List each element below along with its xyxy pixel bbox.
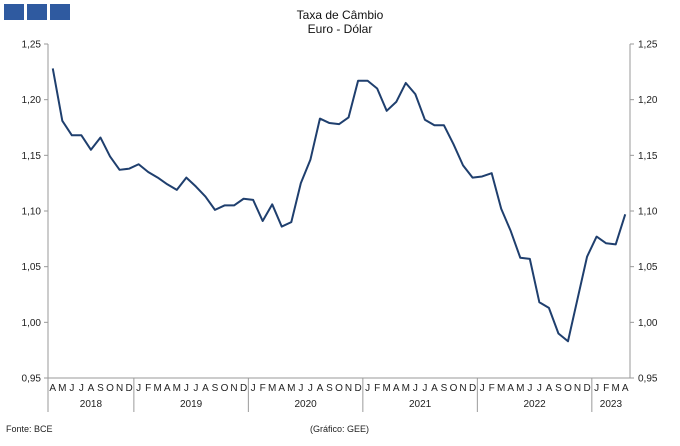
x-tick-label: F — [145, 383, 151, 394]
year-label: 2020 — [294, 399, 317, 410]
x-tick-label: J — [136, 383, 141, 394]
x-tick-label: A — [507, 383, 514, 394]
x-tick-label: J — [422, 383, 427, 394]
y-tick-label-right: 1,05 — [638, 262, 658, 273]
y-tick-label-left: 1,05 — [22, 262, 42, 273]
x-tick-label: J — [298, 383, 303, 394]
x-tick-label: M — [497, 383, 505, 394]
x-tick-label: J — [594, 383, 599, 394]
x-tick-label: M — [287, 383, 295, 394]
credit-note: (Gráfico: GEE) — [310, 424, 370, 434]
x-tick-label: M — [383, 383, 391, 394]
source-note: Fonte: BCE — [6, 424, 53, 434]
logo-square — [50, 4, 70, 20]
x-tick-label: A — [164, 383, 171, 394]
x-tick-label: S — [326, 383, 333, 394]
y-tick-label-right: 1,15 — [638, 151, 658, 162]
y-tick-label-left: 1,20 — [22, 95, 42, 106]
x-tick-label: O — [106, 383, 114, 394]
x-tick-label: J — [413, 383, 418, 394]
x-tick-label: M — [173, 383, 181, 394]
chart-title-line1: Taxa de Câmbio — [296, 8, 384, 22]
x-tick-label: J — [79, 383, 84, 394]
x-tick-label: J — [193, 383, 198, 394]
x-tick-label: J — [69, 383, 74, 394]
x-tick-label: N — [574, 383, 581, 394]
x-tick-label: O — [221, 383, 229, 394]
x-tick-label: A — [88, 383, 95, 394]
year-label: 2018 — [80, 399, 103, 410]
x-tick-label: A — [393, 383, 400, 394]
x-tick-label: J — [308, 383, 313, 394]
x-tick-label: A — [202, 383, 209, 394]
x-tick-label: M — [268, 383, 276, 394]
x-tick-label: J — [365, 383, 370, 394]
year-label: 2023 — [600, 399, 623, 410]
x-tick-label: M — [612, 383, 620, 394]
y-tick-label-right: 1,25 — [638, 40, 658, 51]
y-tick-label-left: 1,00 — [22, 318, 42, 329]
year-label: 2021 — [409, 399, 432, 410]
y-tick-label-left: 1,10 — [22, 207, 42, 218]
y-tick-label-right: 1,00 — [638, 318, 658, 329]
year-label: 2022 — [523, 399, 546, 410]
x-tick-label: O — [450, 383, 458, 394]
x-tick-label: J — [537, 383, 542, 394]
logo-square — [4, 4, 24, 20]
y-tick-label-left: 1,25 — [22, 40, 42, 51]
x-tick-label: O — [335, 383, 343, 394]
x-tick-label: N — [116, 383, 123, 394]
x-tick-label: M — [402, 383, 410, 394]
x-tick-label: M — [516, 383, 524, 394]
x-tick-label: D — [469, 383, 476, 394]
y-tick-label-right: 1,20 — [638, 95, 658, 106]
x-tick-label: S — [97, 383, 104, 394]
series-line — [51, 68, 627, 343]
x-tick-label: A — [546, 383, 553, 394]
y-tick-label-left: 1,15 — [22, 151, 42, 162]
x-tick-label: D — [125, 383, 132, 394]
x-tick-label: D — [583, 383, 590, 394]
x-tick-label: A — [278, 383, 285, 394]
x-tick-label: M — [154, 383, 162, 394]
x-tick-label: J — [480, 383, 485, 394]
x-tick-label: A — [49, 383, 56, 394]
x-tick-label: N — [230, 383, 237, 394]
x-tick-label: O — [564, 383, 572, 394]
x-tick-label: S — [212, 383, 219, 394]
x-tick-label: J — [251, 383, 256, 394]
y-tick-label-left: 0,95 — [22, 374, 42, 385]
logo — [4, 4, 70, 20]
x-tick-label: F — [260, 383, 266, 394]
x-tick-label: F — [603, 383, 609, 394]
x-tick-label: N — [459, 383, 466, 394]
x-tick-label: D — [354, 383, 361, 394]
x-tick-label: F — [374, 383, 380, 394]
x-tick-label: A — [622, 383, 629, 394]
x-tick-label: J — [184, 383, 189, 394]
chart-title: Taxa de Câmbio Euro - Dólar — [0, 8, 680, 36]
x-tick-label: M — [58, 383, 66, 394]
y-tick-label-right: 0,95 — [638, 374, 658, 385]
x-tick-label: S — [555, 383, 562, 394]
x-tick-label: A — [317, 383, 324, 394]
x-tick-label: N — [345, 383, 352, 394]
x-tick-label: F — [489, 383, 495, 394]
chart-title-line2: Euro - Dólar — [307, 22, 373, 36]
logo-square — [27, 4, 47, 20]
x-tick-label: D — [240, 383, 247, 394]
y-tick-label-right: 1,10 — [638, 207, 658, 218]
year-label: 2019 — [180, 399, 203, 410]
x-tick-label: J — [527, 383, 532, 394]
x-tick-label: S — [441, 383, 448, 394]
x-tick-label: A — [431, 383, 438, 394]
